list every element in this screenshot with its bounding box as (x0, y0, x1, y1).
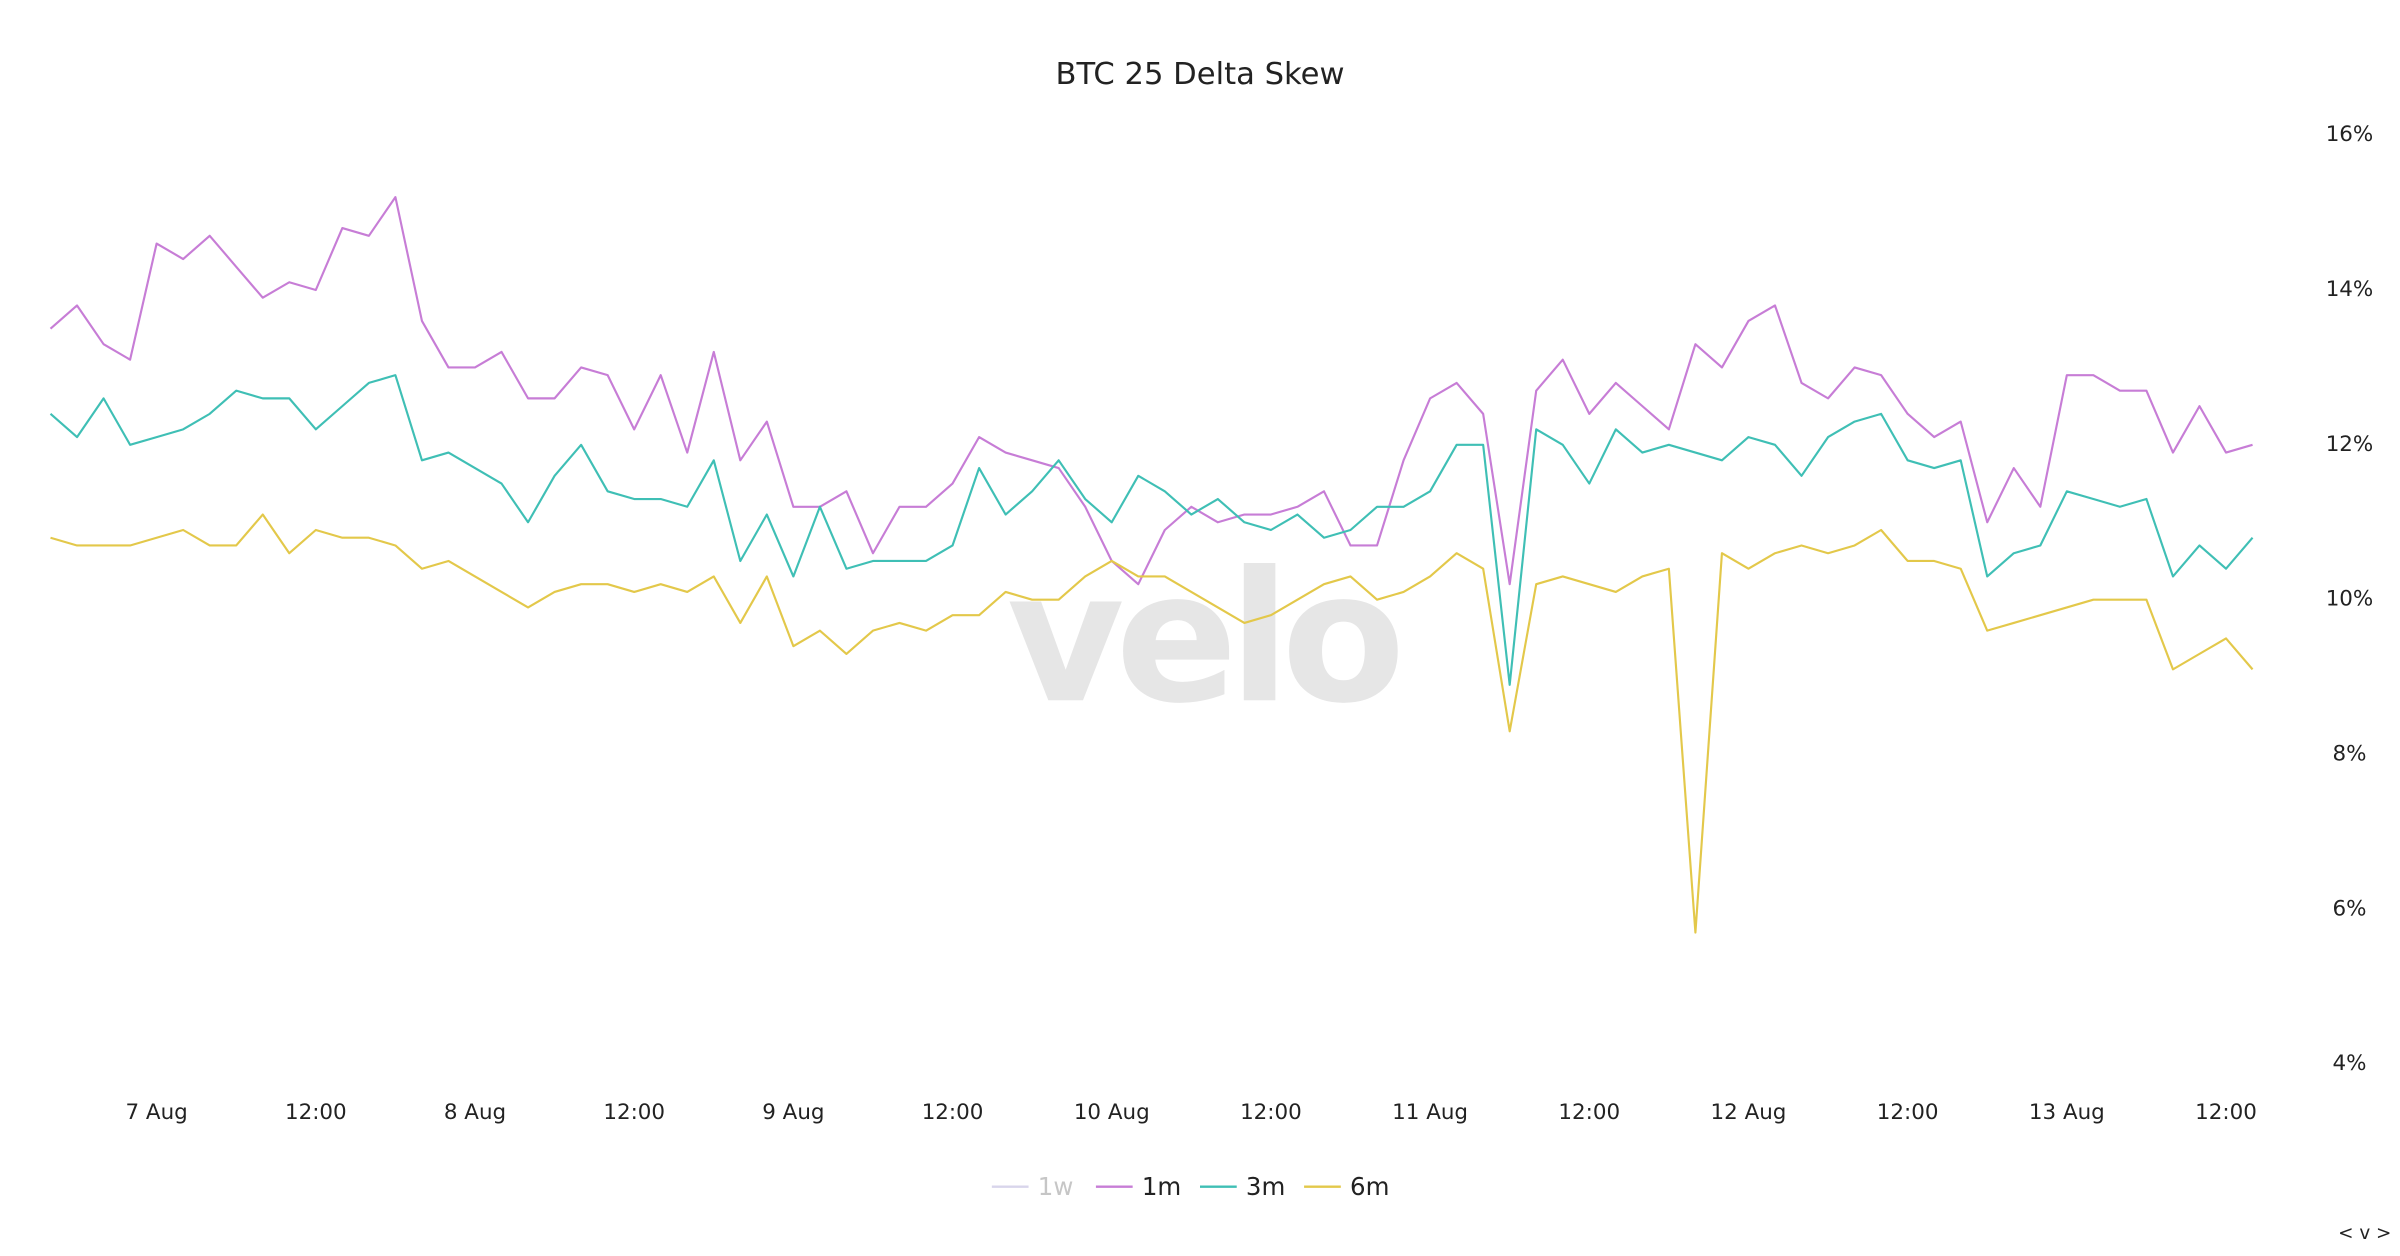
x-tick-label: 12:00 (1240, 1100, 1302, 1125)
x-tick-label: 9 Aug (762, 1100, 824, 1125)
legend-item[interactable]: 3m (1200, 1172, 1285, 1201)
series-line (49, 374, 2254, 686)
plot-area: 4% 6% 8% 10% 12% 14% 16% 7 Aug 12:00 8 Aug 12:00 9 … (49, 122, 2374, 1125)
x-tick-label: 12:00 (285, 1100, 347, 1125)
y-tick-label: 16% (2326, 122, 2374, 147)
x-tick-label: 11 Aug (1392, 1100, 1468, 1125)
legend-nav[interactable]: < v > (2338, 1223, 2391, 1244)
x-tick-label: 12:00 (2195, 1100, 2257, 1125)
legend-label: 1m (1142, 1172, 1181, 1201)
legend-item[interactable]: 6m (1304, 1172, 1389, 1201)
y-tick-label: 10% (2326, 587, 2374, 612)
y-tick-label: 8% (2333, 742, 2367, 767)
x-tick-label: 12:00 (1877, 1100, 1939, 1125)
x-tick-label: 12 Aug (1711, 1100, 1787, 1125)
x-tick-label: 7 Aug (126, 1100, 188, 1125)
y-tick-label: 6% (2333, 896, 2367, 921)
x-tick-label: 12:00 (1558, 1100, 1620, 1125)
y-tick-label: 14% (2326, 277, 2374, 302)
legend-item[interactable]: 1m (1095, 1172, 1181, 1201)
x-tick-label: 13 Aug (2029, 1100, 2105, 1125)
x-tick-label: 12:00 (922, 1100, 984, 1125)
legend-label: 3m (1246, 1172, 1285, 1201)
watermark: velo (1007, 532, 1399, 743)
x-tick-label: 12:00 (603, 1100, 665, 1125)
legend-label: 6m (1350, 1172, 1389, 1201)
series-line (50, 513, 2254, 934)
y-tick-label: 12% (2326, 432, 2374, 457)
y-tick-label: 4% (2333, 1051, 2367, 1076)
legend-item[interactable]: 1w (991, 1172, 1074, 1201)
x-tick-label: 8 Aug (444, 1100, 506, 1125)
series-line (49, 196, 2253, 586)
x-tick-label: 10 Aug (1074, 1100, 1150, 1125)
chart-title: BTC 25 Delta Skew (1055, 57, 1344, 92)
legend-label: 1w (1038, 1172, 1074, 1201)
